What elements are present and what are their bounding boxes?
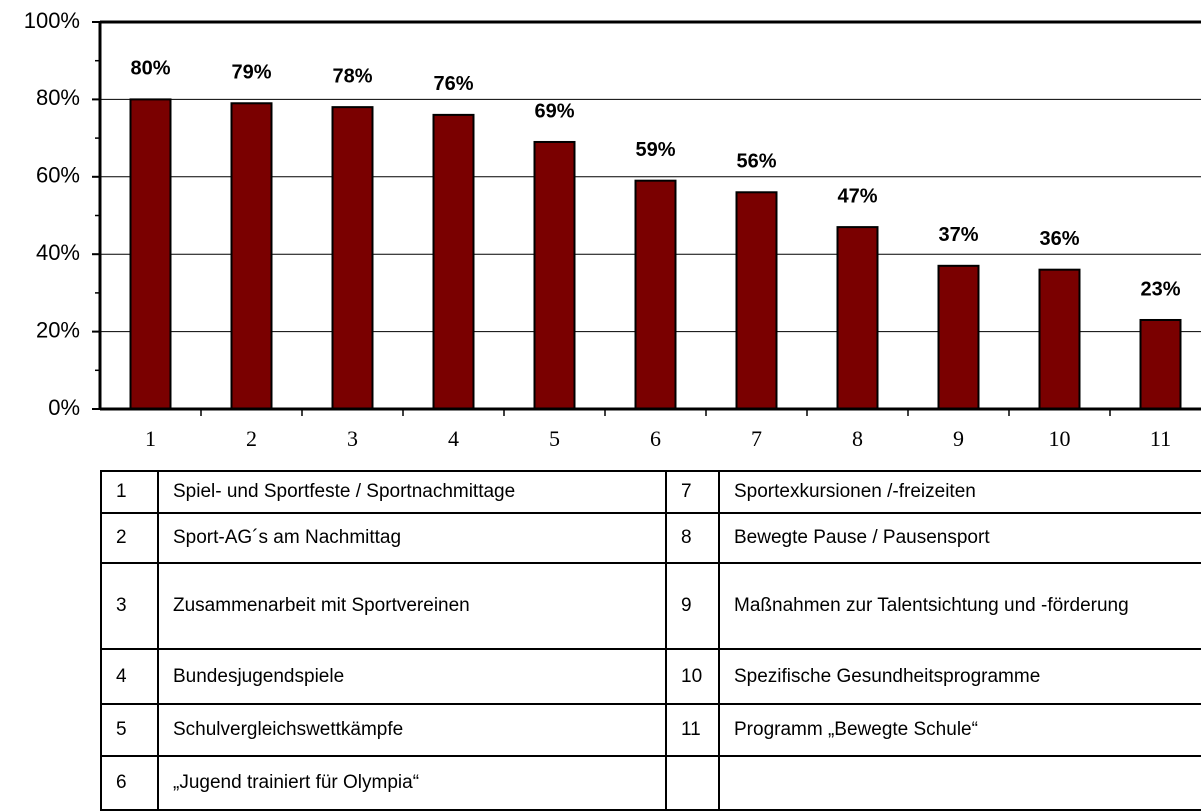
legend-table: 1 Spiel- und Sportfeste / Sportnachmittag…: [100, 470, 1201, 811]
bar: [230, 102, 273, 411]
value-label: 80%: [130, 58, 170, 80]
value-label: 79%: [231, 62, 271, 84]
bar: [129, 98, 172, 411]
x-tick-label: 1: [145, 426, 156, 451]
x-tick-label: 9: [953, 426, 964, 451]
table-cell: 2: [100, 512, 159, 564]
value-label: 47%: [837, 185, 877, 207]
bar: [1038, 268, 1081, 410]
bar: [533, 140, 576, 410]
table-cell: Programm „Bewegte Schule“: [718, 703, 1201, 757]
table-cell: 9: [665, 562, 720, 650]
x-tick-label: 3: [347, 426, 358, 451]
bar: [634, 179, 677, 410]
table-cell: „Jugend trainiert für Olympia“: [157, 755, 667, 811]
y-tick-label: 100%: [24, 8, 80, 33]
value-label: 59%: [635, 139, 675, 161]
table-cell: Spiel- und Sportfeste / Sportnachmittage: [157, 470, 667, 514]
value-label: 23%: [1140, 278, 1180, 300]
value-label: 76%: [433, 73, 473, 95]
y-tick-label: 60%: [36, 163, 80, 188]
table-cell: Maßnahmen zur Talentsichtung und -förder…: [718, 562, 1201, 650]
table-cell: [665, 755, 720, 811]
bar: [937, 264, 980, 410]
table-cell: [718, 755, 1201, 811]
table-cell: 7: [665, 470, 720, 514]
table-row: 2 Sport-AG´s am Nachmittag 8 Bewegte Pause …: [100, 512, 1201, 564]
table-cell: 4: [100, 648, 159, 705]
table-row: 3 Zusammenarbeit mit Sportvereinen 9 Maßnah…: [100, 562, 1201, 650]
table-row: 4 Bundesjugendspiele 10 Spezifische Gesundh…: [100, 648, 1201, 705]
y-tick-label: 20%: [36, 317, 80, 342]
table-cell: 10: [665, 648, 720, 705]
x-tick-label: 6: [650, 426, 661, 451]
bar: [1139, 318, 1182, 410]
value-label: 56%: [736, 151, 776, 173]
table-cell: Sportexkursionen /-freizeiten: [718, 470, 1201, 514]
chart: 0% 20% 40% 60% 80% 100% 1 80% 2 79% 3 78% 4 76% 5 69% 6 5…: [24, 8, 1201, 451]
x-tick-label: 8: [852, 426, 863, 451]
x-tick-label: 2: [246, 426, 257, 451]
table-cell: 5: [100, 703, 159, 757]
x-tick-label: 11: [1150, 426, 1171, 451]
value-label: 37%: [938, 224, 978, 246]
table-cell: Spezifische Gesundheitsprogramme: [718, 648, 1201, 705]
table-cell: 1: [100, 470, 159, 514]
table-cell: Zusammenarbeit mit Sportvereinen: [157, 562, 667, 650]
table-cell: 11: [665, 703, 720, 757]
value-label: 78%: [332, 65, 372, 87]
x-tick-label: 5: [549, 426, 560, 451]
y-tick-label: 40%: [36, 240, 80, 265]
x-tick-label: 7: [751, 426, 762, 451]
bar: [836, 226, 879, 410]
table-cell: 8: [665, 512, 720, 564]
x-tick-label: 4: [448, 426, 459, 451]
y-tick-label: 80%: [36, 85, 80, 110]
table-cell: 3: [100, 562, 159, 650]
value-label: 36%: [1039, 228, 1079, 250]
table-cell: Sport-AG´s am Nachmittag: [157, 512, 667, 564]
bar: [735, 191, 778, 410]
table-cell: 6: [100, 755, 159, 811]
table-cell: Schulvergleichswettkämpfe: [157, 703, 667, 757]
table-cell: Bewegte Pause / Pausensport: [718, 512, 1201, 564]
x-tick-label: 10: [1049, 426, 1071, 451]
table-row: 1 Spiel- und Sportfeste / Sportnachmittag…: [100, 470, 1201, 514]
table-row: 5 Schulvergleichswettkämpfe 11 Programm „Be…: [100, 703, 1201, 757]
bar: [432, 113, 475, 410]
table-cell: Bundesjugendspiele: [157, 648, 667, 705]
value-label: 69%: [534, 100, 574, 122]
table-row: 6 „Jugend trainiert für Olympia“: [100, 755, 1201, 811]
bar: [331, 106, 374, 410]
y-tick-label: 0%: [48, 395, 80, 420]
